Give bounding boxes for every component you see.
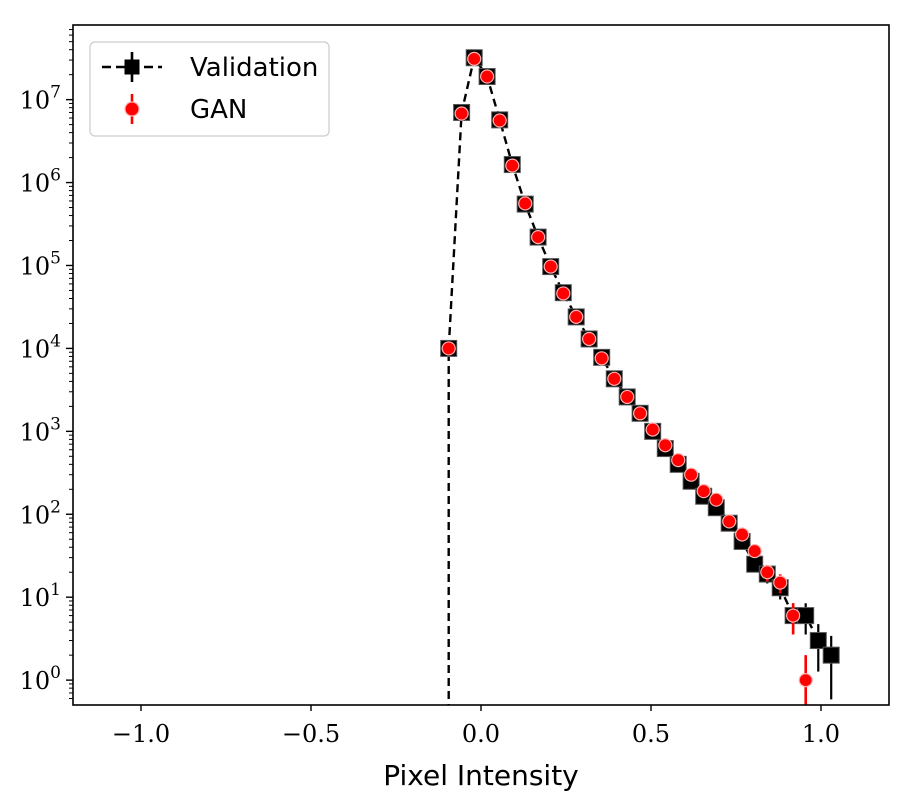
gan-point (620, 389, 635, 405)
gan-point (569, 309, 584, 324)
legend-box (89, 41, 330, 137)
y-tick-base: 10 (20, 252, 51, 280)
legend-item-gan: GAN (124, 94, 247, 125)
gan-point (798, 673, 813, 688)
gan-point (671, 452, 686, 468)
x-tick-label: 0.5 (632, 720, 670, 748)
gan-point (735, 527, 750, 542)
validation-point (809, 632, 827, 650)
y-tick-base: 10 (20, 667, 51, 695)
x-axis-label: Pixel Intensity (383, 759, 579, 792)
gan-point (518, 196, 533, 211)
y-tick-label: 103 (20, 414, 61, 446)
gan-point (684, 467, 699, 482)
y-tick-base: 10 (20, 418, 51, 446)
gan-point (543, 259, 558, 274)
y-tick-base: 10 (20, 584, 51, 612)
y-tick-label: 101 (20, 580, 61, 612)
y-tick-base: 10 (20, 87, 51, 115)
validation-point (822, 646, 840, 664)
legend-label-gan: GAN (190, 95, 247, 125)
y-tick-exponent: 7 (50, 83, 61, 103)
y-tick-exponent: 0 (50, 663, 61, 683)
y-tick-exponent: 2 (50, 497, 61, 517)
gan-point (607, 371, 622, 386)
gan-point (696, 484, 711, 499)
gan-point (633, 406, 648, 421)
y-tick-label: 104 (20, 331, 61, 363)
gan-point (645, 422, 660, 437)
y-tick-exponent: 6 (50, 166, 61, 186)
x-tick-label: −1.0 (112, 720, 170, 748)
y-tick-label: 100 (20, 663, 61, 695)
legend: Validation GAN (89, 41, 330, 137)
series-layer (440, 49, 840, 705)
gan-point (441, 341, 456, 356)
gan-point (531, 229, 546, 245)
gan-point (760, 565, 775, 580)
y-tick-base: 10 (20, 170, 51, 198)
legend-item-validation: Validation (102, 52, 318, 83)
gan-point (556, 286, 571, 301)
x-tick-label: 1.0 (802, 720, 840, 748)
gan-point (747, 543, 762, 559)
gan-point (722, 514, 737, 529)
gan-point (467, 51, 482, 66)
y-tick-base: 10 (20, 335, 51, 363)
gan-point (786, 608, 801, 623)
y-tick-label: 105 (20, 248, 61, 280)
gan-point (454, 106, 469, 121)
x-tick-label: −0.5 (282, 720, 340, 748)
y-tick-label: 107 (20, 83, 61, 115)
legend-label-validation: Validation (190, 53, 318, 83)
plot-area (440, 49, 840, 705)
gan-point (658, 438, 673, 453)
y-tick-exponent: 1 (50, 580, 61, 600)
legend-gan-marker (124, 101, 140, 117)
gan-point (594, 351, 609, 366)
legend-validation-marker (124, 59, 140, 75)
y-tick-exponent: 3 (50, 414, 61, 434)
y-tick-label: 102 (20, 497, 61, 529)
y-tick-base: 10 (20, 501, 51, 529)
gan-point (480, 69, 495, 84)
gan-point (709, 492, 724, 507)
y-tick-exponent: 5 (50, 248, 61, 268)
gan-point (773, 575, 788, 590)
plot-frame (72, 24, 890, 706)
gan-point (582, 331, 597, 347)
gan-point (492, 113, 507, 128)
gan-point (505, 158, 520, 173)
x-axis: −1.0 −0.5 0.0 0.5 1.0 (112, 705, 840, 748)
y-tick-label: 106 (20, 166, 61, 198)
y-tick-exponent: 4 (50, 331, 61, 351)
x-tick-label: 0.0 (462, 720, 500, 748)
